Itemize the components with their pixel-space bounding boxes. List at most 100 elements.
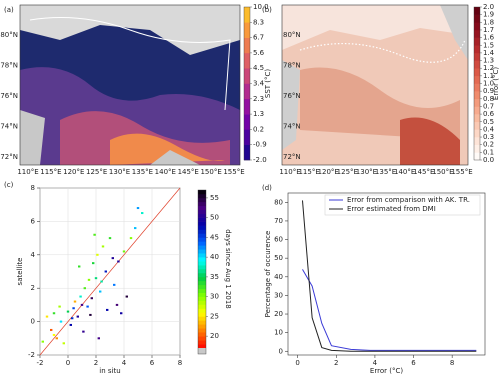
x-tick-label: 6 xyxy=(411,359,416,367)
lat-label: 78°N xyxy=(0,62,18,70)
colorbar-segment xyxy=(198,233,206,238)
colorbar-tick-label: 8.3 xyxy=(253,18,264,26)
colorbar-segment xyxy=(474,68,480,77)
point xyxy=(87,278,91,281)
lat-label: 74°N xyxy=(283,123,301,131)
colorbar-tick-label: 6.7 xyxy=(253,34,264,42)
point xyxy=(117,260,120,263)
point xyxy=(69,323,72,326)
y-tick-label: 60 xyxy=(274,236,283,244)
map-b-background xyxy=(282,5,468,165)
colorbar-tick-label: 1.3 xyxy=(253,110,264,118)
lat-label: 72°N xyxy=(283,153,301,161)
point xyxy=(141,212,144,215)
colorbar-tick-label: 0.6 xyxy=(483,110,495,118)
colorbar-segment xyxy=(474,22,480,31)
y-tick-label: 0 xyxy=(31,318,35,326)
point xyxy=(58,305,61,308)
map-a-background xyxy=(20,5,240,165)
legend-label: Error estimated from DMI xyxy=(347,205,436,213)
colorbar-tick-label: 0.8 xyxy=(483,95,494,103)
y-tick-label: 40 xyxy=(274,273,283,281)
lon-label: 130°E xyxy=(356,168,377,176)
colorbar-segment xyxy=(198,249,206,254)
lon-label: 140°E xyxy=(394,168,415,176)
colorbar-tick-label: -2.0 xyxy=(253,156,267,164)
point xyxy=(76,315,79,318)
colorbar-tick-label: 0.4 xyxy=(483,125,495,133)
colorbar-segment xyxy=(198,304,206,309)
y-axis-label: satellite xyxy=(16,258,24,286)
colorbar-segment xyxy=(198,269,206,274)
colorbar-segment xyxy=(244,129,250,145)
colorbar-segment xyxy=(198,245,206,250)
point xyxy=(106,308,109,311)
colorbar-segment xyxy=(198,340,206,345)
colorbar-label: SST (°C) xyxy=(264,69,272,99)
lat-label: 74°N xyxy=(0,123,18,131)
lat-label: 78°N xyxy=(283,62,301,70)
colorbar-tick-label: 2.0 xyxy=(483,3,494,11)
lon-label: 125°E xyxy=(86,168,107,176)
colorbar-tick-label: 30 xyxy=(210,293,219,301)
point xyxy=(71,317,74,320)
point xyxy=(122,250,126,253)
colorbar-tick-label: 0.1 xyxy=(483,148,494,156)
colorbar-tick-label: 20 xyxy=(210,332,219,340)
point xyxy=(111,257,114,260)
lat-label: 76°N xyxy=(0,92,18,100)
colorbar-tick-label: -0.9 xyxy=(253,141,267,149)
point xyxy=(59,320,63,323)
point xyxy=(96,253,99,256)
lon-label: 115°E xyxy=(298,168,319,176)
x-tick-label: 8 xyxy=(178,359,182,367)
colorbar-segment xyxy=(198,261,206,266)
colorbar-tick-label: 40 xyxy=(210,253,219,261)
colorbar-tick-label: 3.4 xyxy=(253,80,265,88)
colorbar-segment xyxy=(244,144,250,161)
x-tick-label: 0 xyxy=(66,359,70,367)
colorbar-segment xyxy=(244,68,250,84)
colorbar-segment xyxy=(198,300,206,305)
colorbar-segment xyxy=(198,221,206,226)
colorbar-segment xyxy=(474,14,480,23)
colorbar-tick-label: 50 xyxy=(210,214,219,222)
y-tick-label: 8 xyxy=(31,184,35,192)
y-tick-label: 4 xyxy=(31,251,36,259)
colorbar-segment xyxy=(244,114,250,130)
colorbar-tick-label: 1.4 xyxy=(483,49,495,57)
point xyxy=(80,303,84,306)
colorbar-segment xyxy=(198,272,206,278)
colorbar-segment xyxy=(198,320,206,325)
colorbar-segment xyxy=(198,284,206,290)
legend-label: Error from comparison with AK. TR. xyxy=(347,196,470,204)
colorbar-segment xyxy=(198,257,206,262)
colorbar-tick-label: 0.7 xyxy=(483,102,494,110)
colorbar-segment xyxy=(474,152,480,161)
point xyxy=(45,315,49,318)
colorbar-segment xyxy=(198,237,206,242)
y-tick-label: 80 xyxy=(274,198,283,206)
colorbar-tick-label: 45 xyxy=(210,233,219,241)
x-tick-label: 6 xyxy=(150,359,155,367)
lon-label: 145°E xyxy=(413,168,434,176)
map-frame xyxy=(19,4,241,166)
point xyxy=(115,303,119,306)
y-tick-label: 6 xyxy=(31,217,36,225)
point xyxy=(73,300,77,303)
colorbar-segment xyxy=(244,22,250,38)
colorbar-segment xyxy=(198,296,206,301)
colorbar-segment xyxy=(474,75,480,84)
colorbar-tick-label: 1.0 xyxy=(483,80,494,88)
colorbar-tick-label: 1.3 xyxy=(483,57,494,65)
lon-label: 110°E xyxy=(279,168,300,176)
colorbar-segment xyxy=(198,280,206,286)
colorbar-segment xyxy=(198,265,206,270)
colorbar-segment xyxy=(198,308,206,313)
lon-label: 110°E xyxy=(17,168,38,176)
lon-label: 150°E xyxy=(432,168,453,176)
lon-label: 130°E xyxy=(109,168,130,176)
colorbar-segment xyxy=(244,37,250,54)
colorbar-segment xyxy=(198,344,206,349)
point xyxy=(66,310,70,313)
